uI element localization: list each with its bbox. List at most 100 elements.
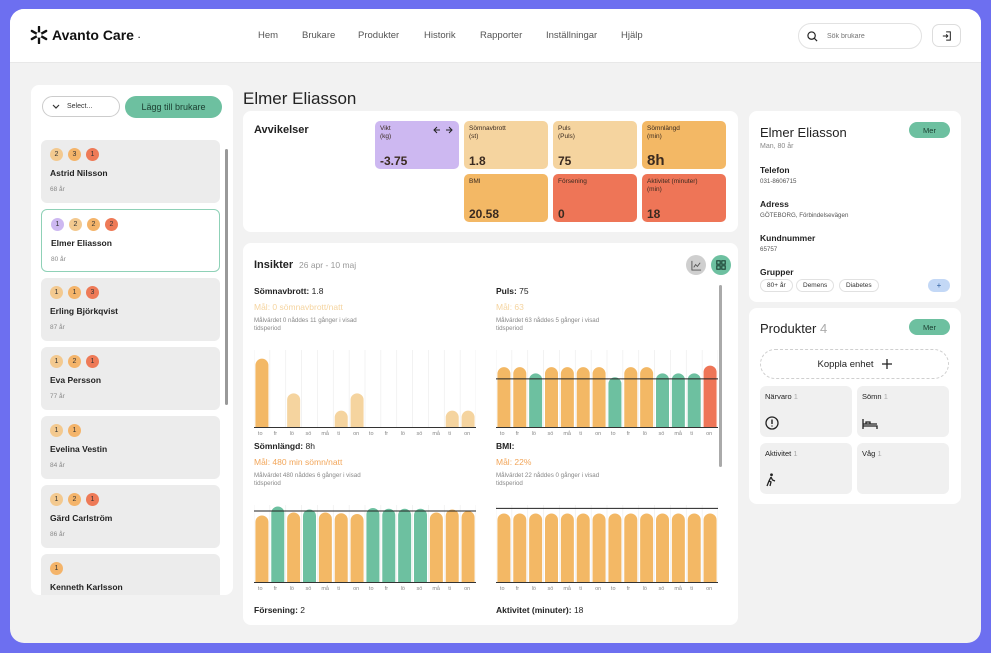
chart-bar[interactable] <box>382 508 396 583</box>
chart-bar[interactable] <box>271 506 285 584</box>
group-tag[interactable]: Diabetes <box>839 279 879 292</box>
chart-bar[interactable] <box>366 508 380 583</box>
chart-bar[interactable] <box>592 367 606 428</box>
chart-bar[interactable] <box>608 513 622 583</box>
line-chart-view-button[interactable] <box>686 255 706 275</box>
main-nav: Hem Brukare Produkter Historik Rapporter… <box>258 30 661 41</box>
products-more-button[interactable]: Mer <box>909 319 950 335</box>
chart-bar[interactable] <box>255 515 269 584</box>
chart-bar[interactable] <box>671 373 685 428</box>
chart-bar[interactable] <box>445 410 459 428</box>
user-card[interactable]: 1 2 1 Eva Persson 77 år <box>41 347 220 410</box>
chart-bar[interactable] <box>687 373 701 428</box>
user-card[interactable]: 1 2 2 2 Elmer Eliasson 80 år <box>41 209 220 272</box>
chart-bar[interactable] <box>461 511 475 583</box>
chart-bar[interactable] <box>287 512 301 584</box>
add-group-button[interactable]: + <box>928 279 950 292</box>
chart-bar[interactable] <box>687 513 701 583</box>
chart-bar[interactable] <box>592 513 606 583</box>
connect-device-button[interactable]: Koppla enhet <box>760 349 949 379</box>
user-list-scrollbar[interactable] <box>225 149 228 405</box>
chart-bar[interactable] <box>287 393 301 428</box>
chart-bar[interactable] <box>560 367 574 428</box>
search-input[interactable] <box>827 32 907 40</box>
nav-historik[interactable]: Historik <box>424 30 456 41</box>
profile-more-button[interactable]: Mer <box>909 122 950 138</box>
chart-bar[interactable] <box>513 513 527 583</box>
chart-bar[interactable] <box>497 367 511 428</box>
deviation-tile[interactable]: Sömnlängd (min) 8h <box>642 121 726 169</box>
chart-bar[interactable] <box>703 365 717 428</box>
logout-button[interactable] <box>932 24 961 47</box>
user-card[interactable]: 1 1 Evelina Vestin 84 år <box>41 416 220 479</box>
x-tick-label: to <box>499 431 505 437</box>
chart-bar[interactable] <box>302 509 317 583</box>
chart-bar[interactable] <box>576 513 590 583</box>
device-somn[interactable]: Sömn 1 <box>857 386 949 437</box>
chart-bar[interactable] <box>544 367 559 428</box>
deviations-title: Avvikelser <box>254 124 309 136</box>
chart-bar[interactable] <box>413 508 428 583</box>
group-tag[interactable]: Demens <box>796 279 835 292</box>
deviation-tile[interactable]: Sömnavbrott (st) 1.8 <box>464 121 548 169</box>
chart-bar[interactable] <box>350 393 364 428</box>
deviation-tile[interactable]: Aktivitet (minuter) (min) 18 <box>642 174 726 222</box>
add-user-button[interactable]: Lägg till brukare <box>125 96 222 118</box>
group-tag[interactable]: 80+ år <box>760 279 793 292</box>
chart-bar[interactable] <box>703 513 717 583</box>
insights-scrollbar[interactable] <box>719 285 722 467</box>
chart-bar[interactable] <box>560 513 574 583</box>
chart-bar[interactable] <box>544 513 559 583</box>
device-narvaro[interactable]: Närvaro 1 <box>760 386 852 437</box>
chart-bar[interactable] <box>461 410 475 428</box>
deviation-tile[interactable]: Försening 0 <box>553 174 637 222</box>
chart-bar[interactable] <box>655 373 670 428</box>
chart-bar[interactable] <box>445 509 459 584</box>
chart-bar[interactable] <box>655 513 670 583</box>
nav-hjalp[interactable]: Hjälp <box>621 30 643 41</box>
chart-bar[interactable] <box>429 512 443 584</box>
chart-bar[interactable] <box>334 513 348 583</box>
chart-bar[interactable] <box>529 373 543 428</box>
chart-bar[interactable] <box>497 513 511 583</box>
nav-brukare[interactable]: Brukare <box>302 30 336 41</box>
chart-bar[interactable] <box>318 512 332 584</box>
chart-bar[interactable] <box>624 513 638 583</box>
chart-bar[interactable] <box>671 513 685 583</box>
nav-installningar[interactable]: Inställningar <box>546 30 598 41</box>
device-vag[interactable]: Våg 1 <box>857 443 949 494</box>
chart-bar[interactable] <box>529 513 543 583</box>
phone-label: Telefon <box>760 165 790 175</box>
deviation-tile[interactable]: BMI 20.58 <box>464 174 548 222</box>
nav-produkter[interactable]: Produkter <box>358 30 400 41</box>
tile-value: 75 <box>558 154 572 168</box>
user-card[interactable]: 2 3 1 Astrid Nilsson 68 år <box>41 140 220 203</box>
chart-bar[interactable] <box>255 358 269 428</box>
user-card[interactable]: 1 1 3 Erling Björkqvist 87 år <box>41 278 220 341</box>
plus-icon <box>881 359 892 369</box>
tile-unit: (min) <box>647 186 662 193</box>
chart-bar[interactable] <box>350 514 364 583</box>
deviation-tile[interactable]: Vikt (kg) -3.75 <box>375 121 459 169</box>
chart-bar[interactable] <box>334 410 348 428</box>
user-filter-select[interactable]: Select... <box>42 96 120 117</box>
chart-bar[interactable] <box>608 377 622 428</box>
deviation-tile[interactable]: Puls (Puls) 75 <box>553 121 637 169</box>
user-card[interactable]: 1 Kenneth Karlsson <box>41 554 220 595</box>
tile-unit: (st) <box>469 133 479 140</box>
severity-badge: 1 <box>86 493 99 506</box>
chart-bar[interactable] <box>640 367 654 428</box>
arrows-icon[interactable] <box>431 126 455 134</box>
chart-bar[interactable] <box>640 513 654 583</box>
nav-hem[interactable]: Hem <box>258 30 279 41</box>
user-card[interactable]: 1 2 1 Gärd Carlström 86 år <box>41 485 220 548</box>
chart-bar[interactable] <box>513 367 527 428</box>
chart-bar[interactable] <box>398 508 412 583</box>
chart-bar[interactable] <box>624 367 638 428</box>
logo[interactable]: Avanto Care. <box>30 26 140 44</box>
chart-bar[interactable] <box>576 367 590 428</box>
grid-view-button[interactable] <box>711 255 731 275</box>
nav-rapporter[interactable]: Rapporter <box>480 30 523 41</box>
device-aktivitet[interactable]: Aktivitet 1 <box>760 443 852 494</box>
